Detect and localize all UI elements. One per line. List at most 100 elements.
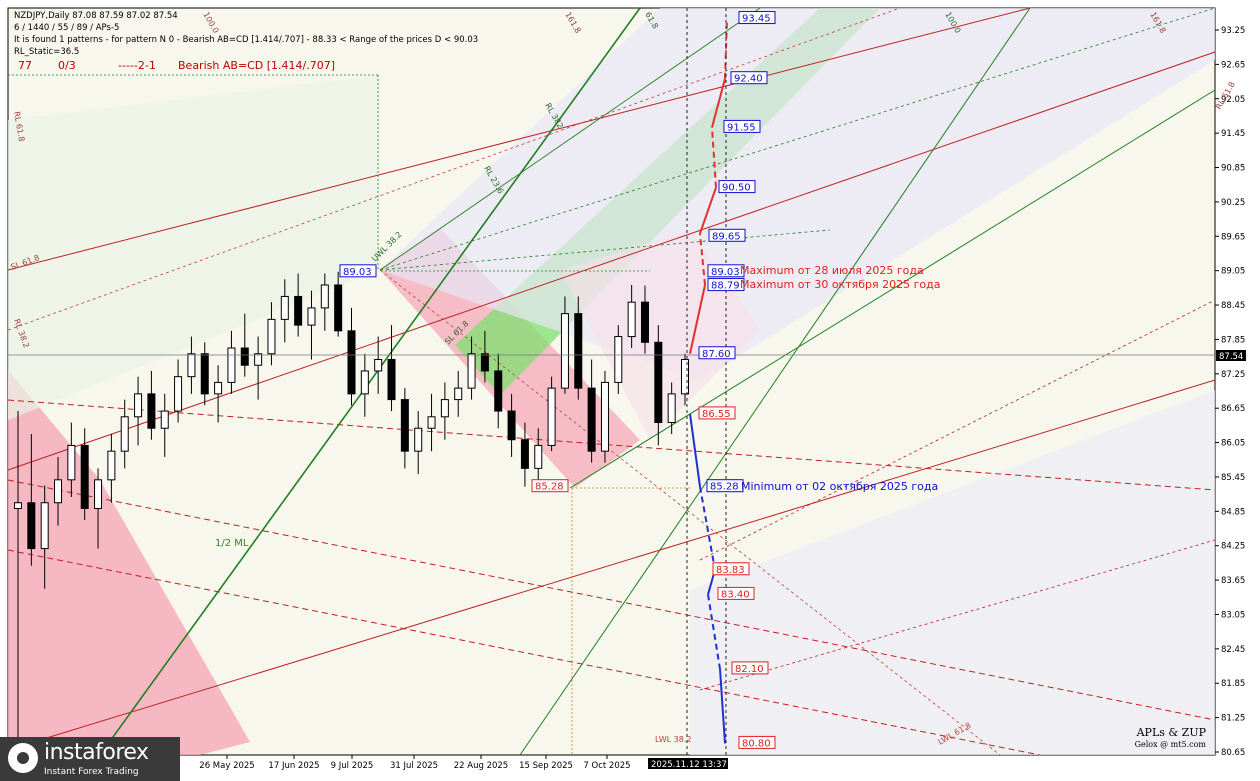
y-tick-label: 92.65 [1221,60,1245,70]
blue-projection-segment [699,486,716,570]
candle-body [174,376,183,412]
candle-body [494,370,503,412]
candle-body [94,479,103,509]
candle-body [480,353,489,372]
level-90-50-box [718,180,756,194]
level-92-40-text: 92.40 [734,74,763,85]
x-tick-label: 26 May 2025 [199,761,254,771]
y-tick-label: 88.45 [1221,301,1245,311]
red-dot-1 [7,7,901,331]
level-82-10-box [731,661,769,675]
candle-body [507,410,516,441]
timestamp-tag [648,758,728,769]
green-dot-1 [379,7,1216,271]
x-tick-label: 17 Jun 2025 [268,761,319,771]
candle-body [360,370,369,395]
candle-body [267,318,276,355]
fib-lines [7,7,1216,756]
y-tick-label: 84.25 [1221,542,1245,552]
annotation-max-july: Maximum от 28 июля 2025 года [740,264,924,277]
level-87-60-box [698,346,736,360]
label-lwl: LWL 38.2 [655,735,691,744]
candle-body [614,336,623,383]
green-line-2 [519,7,1031,756]
candle-body [667,393,676,424]
level-90-50-text: 90.50 [722,183,751,194]
level-86-55-text: 86.55 [702,409,731,420]
level-88-79-text: 88.79 [711,281,740,292]
candle-body [14,502,22,509]
candle-body [400,399,409,452]
candle-body [574,313,583,389]
green-median [99,7,641,756]
level-89-03-left-text: 89.03 [343,267,372,278]
x-tick-label: 7 Oct 2025 [583,761,630,771]
y-tick-label: 92.05 [1221,95,1245,105]
blue-projection-segment [689,413,701,487]
level-89-65-box [708,228,746,242]
x-tick-label: 9 Jul 2025 [331,761,374,771]
counter-b: 0/3 [58,59,76,72]
timestamp-text: 2025.11.12 13:37 [651,760,727,770]
y-tick-label: 83.65 [1221,576,1245,586]
level-80-80-box [738,735,776,749]
level-89-65-text: 89.65 [712,231,741,242]
red-line-upper [7,7,1031,271]
candle-body [600,381,609,452]
y-tick-label: 87.85 [1221,335,1245,345]
y-tick-label: 81.85 [1221,679,1245,689]
label-ml: 1/2 ML [215,538,249,549]
candles-group [14,271,689,744]
red-dash-2 [7,479,1216,721]
candle-body [294,295,303,326]
current-price-tag [1216,350,1246,361]
red-projection-segment [699,233,706,286]
candle-body [227,347,236,383]
signature-line1: APLs & ZUP [1136,726,1206,739]
y-tick-label: 90.25 [1221,198,1245,208]
red-line-lower [39,379,1216,741]
candle-body [387,358,396,401]
red-dash-1 [7,399,1216,491]
candle-body [27,502,36,550]
candle-body [67,444,76,481]
candle-body [200,353,209,395]
annotation-min-oct: Minimum от 02 октября 2025 года [741,480,938,493]
y-tick-label: 86.05 [1221,439,1245,449]
candle-body [654,341,663,424]
level-87-60-text: 87.60 [702,349,731,360]
level-85-28-box [706,479,744,493]
candle-body [681,358,689,395]
candle-body [467,353,476,389]
logo-tagline: Instant Forex Trading [44,767,139,777]
candle-body [534,444,543,469]
candle-body [240,347,249,366]
candle-body [587,387,596,452]
level-83-83-text: 83.83 [716,565,745,576]
candle-body [120,416,129,452]
price-level-boxes: 93.45 92.40 91.55 90.50 89.65 89.03 88.79 87.60… [339,11,776,749]
candle-body [347,330,356,395]
red-projection-segment [711,127,717,188]
level-85-28-text: 85.28 [710,482,739,493]
x-tick-label: 31 Jul 2025 [390,761,438,771]
candle-body [54,479,63,504]
y-tick-label: 93.25 [1221,26,1245,36]
candle-body [320,284,329,309]
level-91-55-text: 91.55 [727,122,756,133]
candle-body [147,393,156,429]
instaforex-logo: instaforex Instant Forex Trading [0,737,180,781]
red-line-mid [7,51,1216,471]
candle-body [307,307,316,326]
level-83-40-text: 83.40 [721,589,750,600]
level-85-28-left-box [531,479,569,493]
price-axis: 93.25 92.65 92.05 91.45 90.85 90.25 89.65 89.05… [1215,26,1245,758]
level-82-10-text: 82.10 [735,664,764,675]
blue-projection-segment [719,668,726,744]
y-tick-label: 81.25 [1221,714,1245,724]
red-projection-segment [711,78,726,128]
level-89-03-box [707,264,745,278]
